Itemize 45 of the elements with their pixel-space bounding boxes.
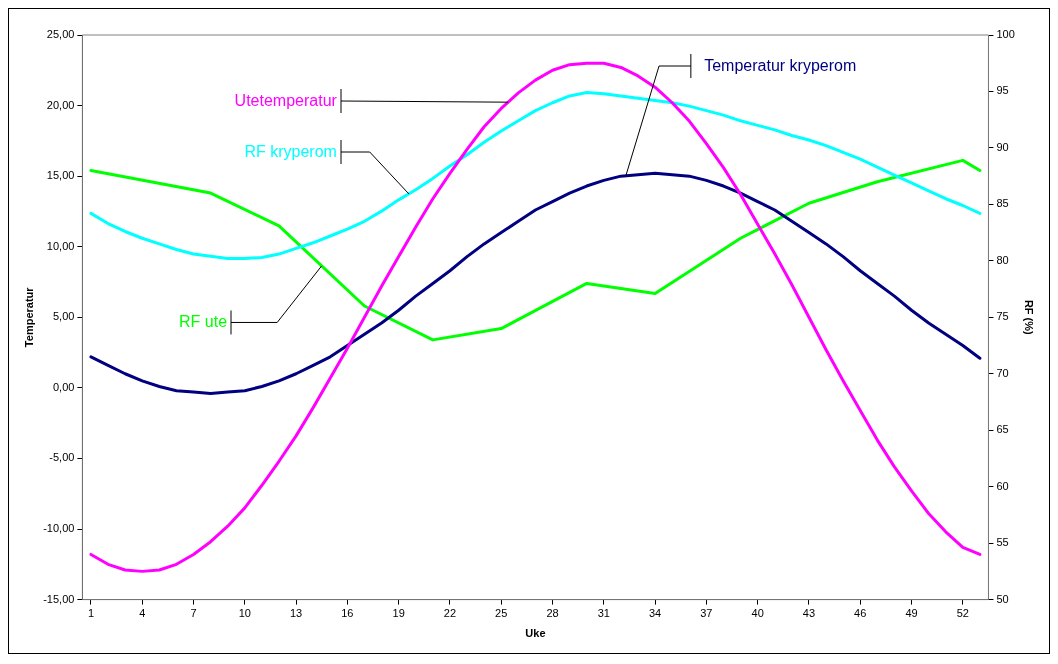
x-tick-label: 19 <box>392 607 405 620</box>
x-tick-label: 34 <box>648 607 662 620</box>
x-tick-label: 37 <box>700 607 713 620</box>
y2-tick-label: 75 <box>996 310 1009 323</box>
text: Utetemperatur <box>234 91 337 111</box>
y2-axis-title: RF (%) <box>1023 299 1036 336</box>
y-axis-title: Temperatur <box>22 286 35 348</box>
x-tick-label: 25 <box>495 607 508 620</box>
y2-tick-label: 85 <box>996 197 1009 210</box>
x-tick-label: 31 <box>597 607 610 620</box>
x-tick-label: 49 <box>905 607 918 620</box>
x-tick-label: 22 <box>443 607 457 620</box>
y-tick-label: -5,00 <box>49 451 75 464</box>
y-tick-label: 25,00 <box>46 28 75 41</box>
y2-tick-label: 55 <box>996 536 1009 549</box>
x-tick-label: 46 <box>854 607 867 620</box>
x-tick-label: 52 <box>956 607 969 620</box>
y-tick-label: 5,00 <box>52 310 75 323</box>
y2-tick-label: 65 <box>996 423 1009 436</box>
y2-tick-label: 100 <box>996 28 1015 41</box>
y2-tick-label: 60 <box>996 479 1009 492</box>
x-tick-label: 43 <box>802 607 816 620</box>
x-tick-label: 10 <box>238 607 251 620</box>
y-tick-label: 0,00 <box>52 380 75 393</box>
y2-tick-label: 80 <box>996 253 1009 266</box>
y2-tick-label: 95 <box>996 84 1009 97</box>
y2-tick-label: 50 <box>996 592 1009 605</box>
y-tick-label: -15,00 <box>43 592 75 605</box>
text: RF ute <box>179 312 228 333</box>
y-tick-label: -10,00 <box>43 522 75 535</box>
y-tick-label: 10,00 <box>46 239 75 252</box>
y2-tick-label: 90 <box>996 140 1009 153</box>
x-tick-label: 28 <box>546 607 559 620</box>
x-tick-label: 1 <box>87 607 94 620</box>
x-axis-title: Uke <box>525 627 546 640</box>
y2-tick-label: 70 <box>996 366 1009 379</box>
x-tick-label: 7 <box>190 607 197 620</box>
y-tick-label: 15,00 <box>46 169 75 182</box>
y-tick-label: 20,00 <box>46 98 75 111</box>
x-tick-label: 16 <box>341 607 354 620</box>
text: RF kryperom <box>244 141 337 162</box>
x-tick-label: 4 <box>139 607 146 620</box>
x-tick-label: 13 <box>289 607 303 620</box>
text: Temperatur kryperom <box>704 56 857 77</box>
x-tick-label: 40 <box>751 607 764 620</box>
